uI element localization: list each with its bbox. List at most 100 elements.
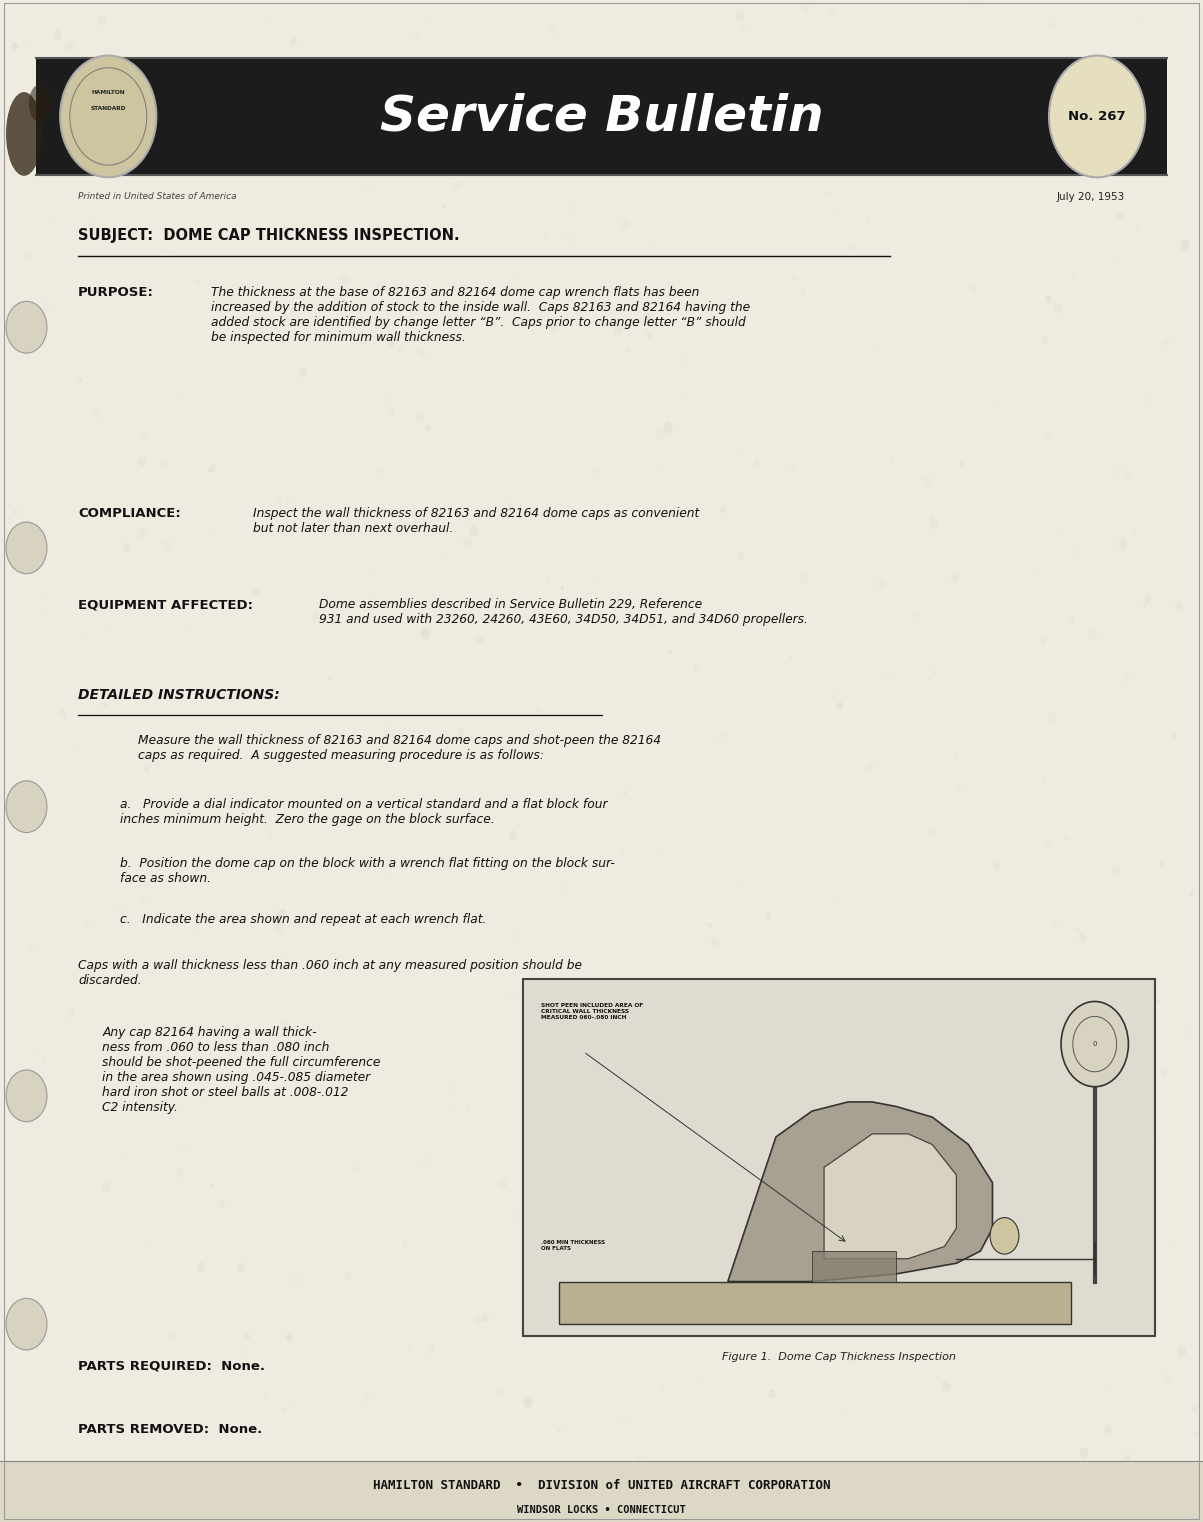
Circle shape bbox=[65, 41, 75, 53]
Circle shape bbox=[835, 1064, 843, 1075]
Text: Inspect the wall thickness of 82163 and 82164 dome caps as convenient
but not la: Inspect the wall thickness of 82163 and … bbox=[253, 507, 699, 534]
Circle shape bbox=[78, 377, 83, 384]
Circle shape bbox=[6, 1298, 47, 1350]
Circle shape bbox=[345, 1272, 352, 1282]
Circle shape bbox=[663, 422, 672, 434]
Circle shape bbox=[191, 131, 200, 140]
Circle shape bbox=[942, 1380, 950, 1391]
Circle shape bbox=[523, 1397, 532, 1408]
Circle shape bbox=[408, 1347, 413, 1352]
Text: STANDARD: STANDARD bbox=[90, 107, 126, 111]
Circle shape bbox=[107, 122, 113, 129]
Circle shape bbox=[327, 676, 332, 680]
Circle shape bbox=[952, 574, 959, 583]
Circle shape bbox=[971, 285, 977, 292]
Circle shape bbox=[1113, 864, 1121, 875]
Circle shape bbox=[6, 301, 47, 353]
Text: HAMILTON: HAMILTON bbox=[91, 90, 125, 94]
Circle shape bbox=[278, 909, 286, 919]
Circle shape bbox=[836, 702, 843, 711]
Circle shape bbox=[250, 586, 260, 598]
Circle shape bbox=[54, 29, 63, 40]
FancyBboxPatch shape bbox=[0, 1461, 1203, 1522]
FancyBboxPatch shape bbox=[812, 1251, 896, 1282]
Circle shape bbox=[711, 938, 719, 948]
Text: Caps with a wall thickness less than .060 inch at any measured position should b: Caps with a wall thickness less than .06… bbox=[78, 959, 582, 986]
Circle shape bbox=[1049, 55, 1145, 178]
Circle shape bbox=[10, 1309, 17, 1318]
Circle shape bbox=[416, 412, 425, 422]
Circle shape bbox=[1112, 1245, 1114, 1250]
Circle shape bbox=[905, 1278, 907, 1282]
Text: SHOT PEEN INCLUDED AREA OF
CRITICAL WALL THICKNESS
MEASURED 060-.080 INCH: SHOT PEEN INCLUDED AREA OF CRITICAL WALL… bbox=[541, 1003, 644, 1020]
Circle shape bbox=[138, 457, 146, 466]
Circle shape bbox=[1127, 1122, 1136, 1132]
Text: EQUIPMENT AFFECTED:: EQUIPMENT AFFECTED: bbox=[78, 598, 253, 612]
Circle shape bbox=[1142, 1289, 1146, 1295]
Circle shape bbox=[719, 507, 725, 513]
Circle shape bbox=[1104, 1425, 1112, 1434]
Circle shape bbox=[6, 781, 47, 833]
Circle shape bbox=[1075, 928, 1079, 931]
Circle shape bbox=[749, 1318, 757, 1327]
Text: a.   Provide a dial indicator mounted on a vertical standard and a flat block fo: a. Provide a dial indicator mounted on a… bbox=[120, 798, 608, 825]
Circle shape bbox=[990, 1218, 1019, 1254]
Circle shape bbox=[290, 37, 297, 46]
Circle shape bbox=[389, 341, 395, 349]
Circle shape bbox=[79, 1479, 85, 1487]
Circle shape bbox=[6, 522, 47, 574]
Circle shape bbox=[381, 233, 386, 239]
Text: WINDSOR LOCKS • CONNECTICUT: WINDSOR LOCKS • CONNECTICUT bbox=[517, 1505, 686, 1514]
Text: Figure 1.  Dome Cap Thickness Inspection: Figure 1. Dome Cap Thickness Inspection bbox=[722, 1352, 956, 1362]
Circle shape bbox=[561, 586, 564, 591]
Circle shape bbox=[1061, 1001, 1128, 1087]
Circle shape bbox=[1045, 295, 1051, 303]
Circle shape bbox=[770, 1478, 776, 1485]
Circle shape bbox=[980, 1192, 988, 1202]
Circle shape bbox=[704, 1263, 707, 1269]
Text: The thickness at the base of 82163 and 82164 dome cap wrench flats has been
incr: The thickness at the base of 82163 and 8… bbox=[211, 286, 749, 344]
Circle shape bbox=[6, 1070, 47, 1122]
Circle shape bbox=[1041, 335, 1049, 345]
Circle shape bbox=[765, 913, 771, 921]
Circle shape bbox=[286, 1333, 294, 1341]
Circle shape bbox=[740, 1166, 742, 1169]
Ellipse shape bbox=[29, 84, 51, 122]
Circle shape bbox=[60, 55, 156, 178]
Circle shape bbox=[1178, 1345, 1186, 1358]
Circle shape bbox=[300, 368, 307, 377]
Circle shape bbox=[144, 766, 149, 772]
Circle shape bbox=[1053, 303, 1061, 314]
Circle shape bbox=[1157, 1000, 1160, 1003]
Circle shape bbox=[769, 1390, 776, 1399]
Text: DETAILED INSTRUCTIONS:: DETAILED INSTRUCTIONS: bbox=[78, 688, 280, 702]
Text: HAMILTON STANDARD  •  DIVISION of UNITED AIRCRAFT CORPORATION: HAMILTON STANDARD • DIVISION of UNITED A… bbox=[373, 1479, 830, 1492]
Circle shape bbox=[306, 1085, 312, 1093]
Circle shape bbox=[549, 323, 557, 332]
Circle shape bbox=[669, 1280, 677, 1292]
Circle shape bbox=[94, 157, 99, 164]
FancyBboxPatch shape bbox=[559, 1282, 1071, 1324]
Text: COMPLIANCE:: COMPLIANCE: bbox=[78, 507, 180, 521]
Circle shape bbox=[12, 43, 18, 50]
Text: PARTS REMOVED:  None.: PARTS REMOVED: None. bbox=[78, 1423, 262, 1437]
Circle shape bbox=[727, 1257, 735, 1268]
Circle shape bbox=[707, 922, 712, 928]
Circle shape bbox=[339, 274, 349, 286]
Circle shape bbox=[1079, 933, 1085, 942]
Circle shape bbox=[71, 743, 78, 750]
Text: Measure the wall thickness of 82163 and 82164 dome caps and shot-peen the 82164
: Measure the wall thickness of 82163 and … bbox=[138, 734, 662, 761]
Text: .060 MIN THICKNESS
ON FLATS: .060 MIN THICKNESS ON FLATS bbox=[541, 1240, 605, 1251]
Circle shape bbox=[1143, 604, 1146, 609]
Circle shape bbox=[209, 463, 217, 472]
Ellipse shape bbox=[6, 91, 42, 175]
Circle shape bbox=[208, 469, 212, 472]
Text: PARTS REQUIRED:  None.: PARTS REQUIRED: None. bbox=[78, 1359, 265, 1373]
Circle shape bbox=[925, 1215, 932, 1224]
Text: No. 267: No. 267 bbox=[1068, 110, 1126, 123]
Circle shape bbox=[1079, 1447, 1089, 1458]
Circle shape bbox=[389, 408, 395, 416]
Circle shape bbox=[30, 947, 34, 951]
Circle shape bbox=[510, 994, 514, 997]
Circle shape bbox=[1191, 1406, 1198, 1414]
